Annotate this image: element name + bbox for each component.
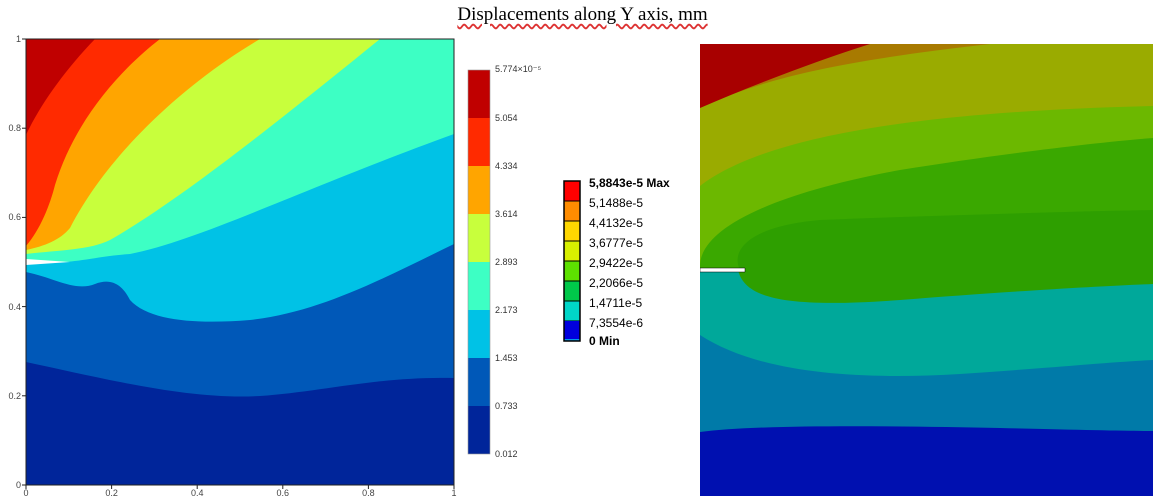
legend-label: 3,6777e-5: [589, 236, 643, 250]
legend-swatch: [564, 221, 580, 241]
left-contour-plot: [26, 39, 454, 485]
x-tick-labels: 0 0.2 0.4 0.6 0.8 1: [23, 488, 456, 498]
field-band-3: [700, 44, 1153, 186]
colorbar-swatch: [468, 310, 490, 358]
legend-swatch: [564, 301, 580, 321]
legend-label-min: 0 Min: [589, 334, 620, 348]
colorbar-swatch: [468, 406, 490, 454]
legend-label: 5,1488e-5: [589, 196, 643, 210]
x-tick-label: 0.6: [277, 488, 290, 498]
colorbar-label: 4.334: [495, 161, 518, 171]
colorbar-swatch: [468, 358, 490, 406]
contour-band-7: [26, 39, 160, 246]
legend-label: 7,3554e-6: [589, 316, 643, 330]
legend-swatch: [564, 241, 580, 261]
legend-label-max: 5,8843e-5 Max: [589, 176, 670, 190]
contour-band-8: [26, 39, 95, 135]
legend-label: 2,9422e-5: [589, 256, 643, 270]
legend-swatch: [564, 201, 580, 221]
colorbar-swatch: [468, 166, 490, 214]
y-tick-labels: 0 0.2 0.4 0.6 0.8 1: [8, 34, 21, 490]
colorbar-swatch: [468, 262, 490, 310]
legend-label: 1,4711e-5: [589, 296, 642, 310]
crack-notch: [700, 267, 746, 273]
colorbar-swatch: [468, 214, 490, 262]
colorbar-label: 0.012: [495, 449, 518, 459]
y-tick-label: 0.4: [8, 302, 21, 312]
y-tick-label: 1: [16, 34, 21, 44]
x-tick-label: 0.4: [191, 488, 204, 498]
colorbar-swatch: [468, 118, 490, 166]
legend-swatch-min: [564, 321, 580, 339]
left-colorbar: 5.774×10⁻⁵ 5.054 4.334 3.614 2.893 2.173…: [467, 64, 542, 459]
legend-swatch: [564, 181, 580, 201]
chart-title: Displacements along Y axis, mm: [457, 4, 708, 25]
x-tick-label: 0.8: [362, 488, 375, 498]
left-axis-ticks: [22, 38, 455, 489]
legend-swatch: [564, 261, 580, 281]
legend-label: 2,2066e-5: [589, 276, 643, 290]
colorbar-label: 0.733: [495, 401, 518, 411]
colorbar-label: 5.054: [495, 113, 518, 123]
y-tick-label: 0.2: [8, 391, 21, 401]
x-tick-label: 0: [23, 488, 28, 498]
colorbar-label: 2.893: [495, 257, 518, 267]
colorbar-label: 5.774×10⁻⁵: [495, 64, 542, 74]
colorbar-label: 3.614: [495, 209, 518, 219]
colorbar-label: 2.173: [495, 305, 518, 315]
field-band-1: [700, 44, 870, 108]
legend-label: 4,4132e-5: [589, 216, 643, 230]
left-plot-frame: [25, 38, 455, 486]
y-tick-label: 0.8: [8, 123, 21, 133]
colorbar-label: 1.453: [495, 353, 518, 363]
colorbar-swatch: [468, 70, 490, 118]
crack-notch: [26, 259, 70, 265]
x-tick-label: 1: [451, 488, 456, 498]
y-tick-label: 0.6: [8, 212, 21, 222]
y-tick-label: 0: [16, 480, 21, 490]
x-tick-label: 0.2: [105, 488, 118, 498]
ansys-legend: 5,8843e-5 Max 5,1488e-5 4,4132e-5 3,6777…: [563, 176, 670, 348]
right-contour-plot: [700, 44, 1153, 496]
legend-swatch: [564, 281, 580, 301]
